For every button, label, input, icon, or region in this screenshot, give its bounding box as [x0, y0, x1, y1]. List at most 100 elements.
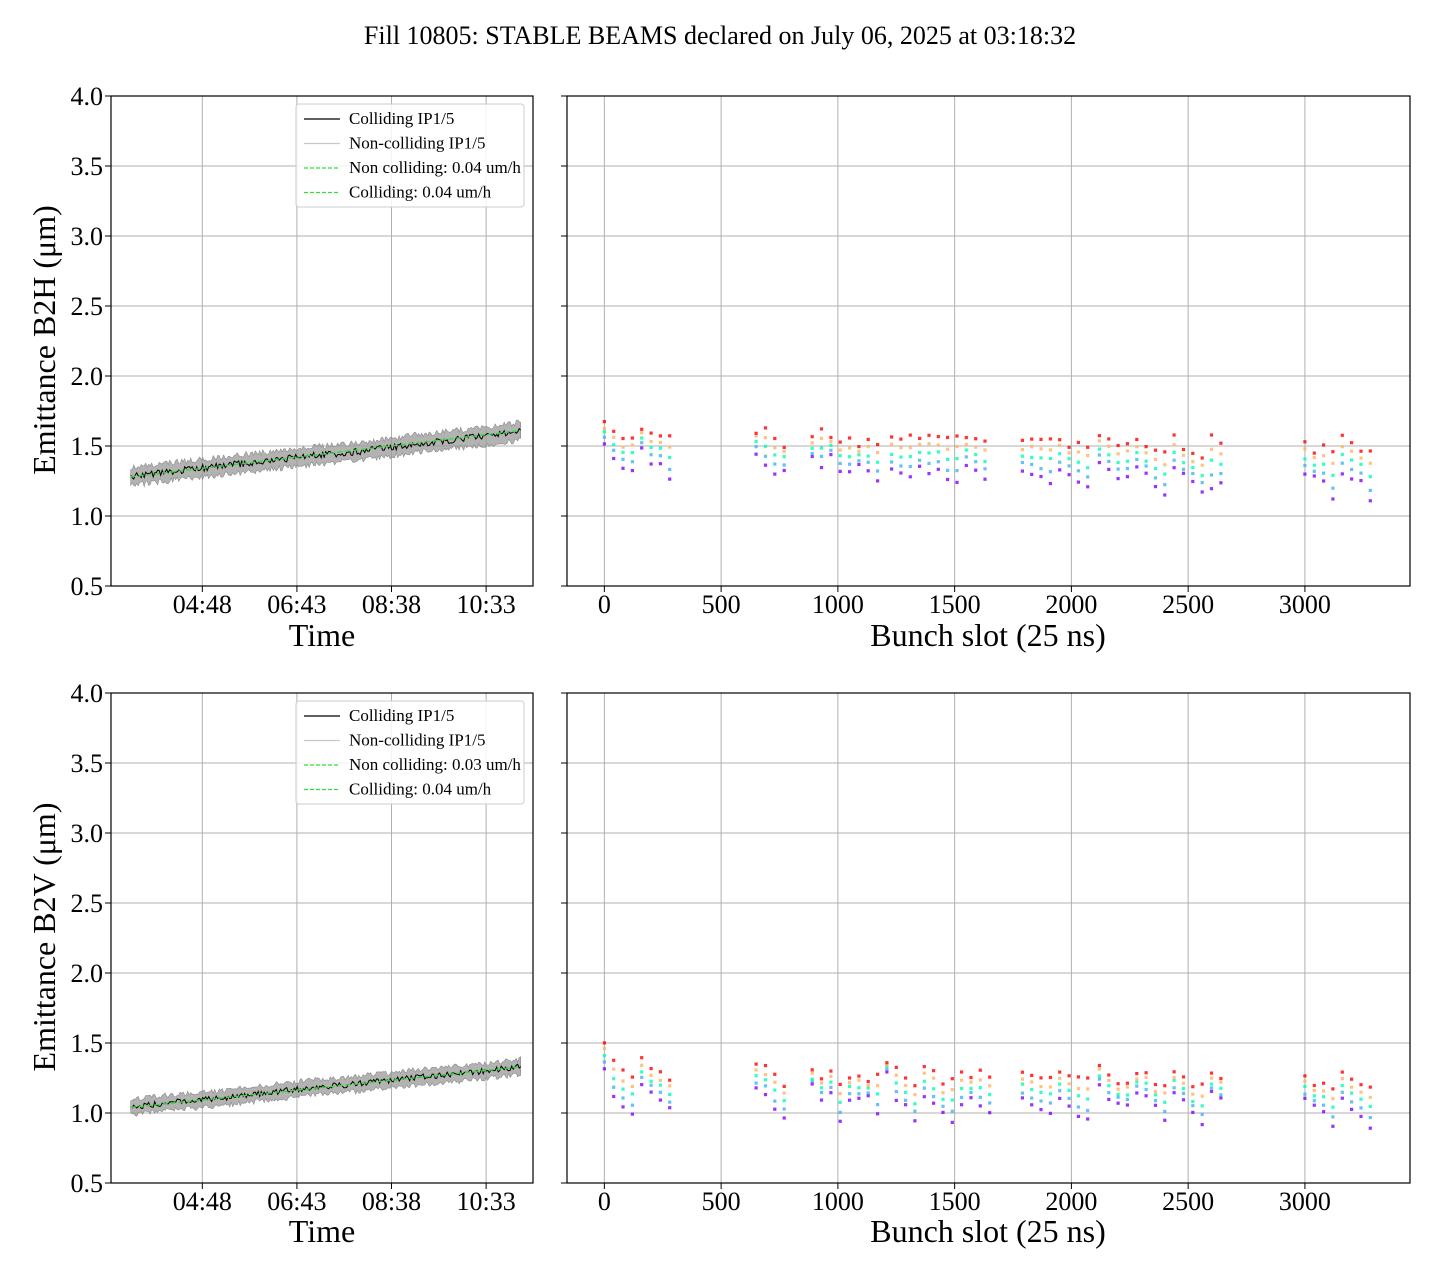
bunch-point — [1368, 461, 1372, 465]
bunch-point — [1153, 448, 1158, 452]
bunch-point — [1020, 1070, 1024, 1074]
bunch-point — [890, 442, 894, 446]
bunch-point — [876, 1103, 880, 1107]
x-tick-label: 1500 — [929, 1187, 981, 1216]
bunch-point — [819, 1098, 824, 1102]
y-tick-label: 0.5 — [71, 1169, 104, 1198]
bunch-point — [876, 451, 880, 455]
bunch-point — [630, 1112, 634, 1116]
bunch-point — [1163, 1091, 1167, 1095]
bunch-point — [1030, 437, 1034, 441]
bunch-point — [602, 1053, 606, 1058]
bunch-point — [1368, 499, 1372, 503]
bunch-point — [612, 443, 616, 447]
bunch-point — [649, 1073, 653, 1077]
bunch-point — [918, 436, 922, 440]
bunch-point — [894, 1081, 898, 1085]
bunch-point — [1331, 450, 1335, 454]
bunch-point — [890, 452, 894, 457]
bunch-point — [894, 1098, 898, 1102]
bunch-point — [960, 1095, 964, 1099]
bunch-point — [1368, 1104, 1372, 1109]
bunch-point — [857, 1086, 861, 1090]
bunch-point — [1181, 1087, 1186, 1091]
bunch-point — [1116, 1082, 1120, 1086]
bunch-point — [1163, 463, 1167, 467]
bunch-point — [983, 467, 987, 471]
plot-area: 0 500 1000 1500 2000 2500 3000 — [561, 692, 1410, 1216]
bunch-point — [1359, 479, 1363, 483]
bunch-point — [946, 435, 950, 440]
bunch-point — [1086, 445, 1090, 449]
y-tick-label: 3.0 — [71, 222, 104, 251]
bunch-point — [612, 435, 616, 439]
bunch-point — [1097, 1067, 1101, 1071]
bunch-point — [941, 1110, 945, 1114]
bunch-point — [941, 1091, 945, 1095]
fit-line — [130, 429, 521, 478]
bunch-point — [1191, 1092, 1195, 1096]
bunch-point — [1030, 1088, 1034, 1092]
bunch-point — [838, 440, 842, 444]
panel-top-right: Bunch slot (25 ns) 0 500 1000 1500 2000 2500 3… — [561, 95, 1411, 653]
bunch-point — [866, 1094, 870, 1098]
bunch-point — [1144, 445, 1148, 449]
bunch-point — [1097, 439, 1101, 443]
bunch-point — [1350, 1085, 1354, 1089]
bunch-point — [1322, 1110, 1326, 1114]
bunch-point — [1312, 456, 1316, 460]
bunch-point — [1350, 458, 1354, 462]
bunch-point — [932, 1069, 936, 1073]
bunch-point — [782, 468, 786, 473]
bunch-point — [649, 1079, 653, 1083]
bunch-point — [1163, 450, 1167, 454]
legend-label: Non colliding: 0.04 um/h — [349, 158, 521, 177]
bunch-point — [773, 436, 777, 441]
bunch-point — [1340, 1090, 1344, 1094]
bunch-point — [763, 454, 768, 458]
bunch-point — [773, 1099, 777, 1103]
bunch-point — [1058, 443, 1062, 447]
bunch-point — [1209, 1082, 1214, 1086]
bunch-point — [1153, 1089, 1158, 1094]
bunch-point — [1058, 460, 1062, 464]
bunch-point — [630, 1103, 634, 1107]
bunch-point — [974, 460, 978, 464]
bunch-point — [612, 1077, 616, 1081]
bunch-point — [950, 1077, 954, 1081]
bunch-point — [866, 445, 870, 449]
bunch-point — [1135, 445, 1139, 449]
bunch-point — [1181, 1098, 1186, 1102]
x-tick-label: 0 — [598, 590, 611, 619]
fit-line — [130, 1066, 521, 1109]
bunch-point — [1172, 1086, 1176, 1090]
bunch-point — [612, 429, 616, 433]
bunch-point — [1116, 1095, 1120, 1099]
bunch-point — [1368, 1085, 1372, 1089]
bunch-point — [1020, 1096, 1024, 1100]
bunch-point — [819, 427, 824, 431]
bunch-point — [1135, 457, 1139, 462]
bunch-point — [838, 1100, 842, 1104]
legend-label: Colliding: 0.04 um/h — [349, 183, 492, 202]
bunch-point — [630, 436, 634, 440]
x-tick-label: 04:48 — [173, 590, 232, 619]
bunch-point — [890, 467, 894, 471]
bunch-point — [848, 1092, 852, 1096]
bunch-point — [1153, 1099, 1158, 1103]
bunch-point — [890, 460, 894, 464]
bunch-point — [668, 467, 672, 471]
bunch-point — [894, 1073, 898, 1077]
bunch-point — [1181, 1091, 1186, 1095]
bunch-point — [1030, 1080, 1034, 1084]
bunch-point — [829, 1091, 833, 1095]
bunch-point — [1076, 480, 1080, 484]
bunch-point — [1200, 1082, 1204, 1086]
bunch-point — [1340, 433, 1344, 437]
x-tick-label: 1500 — [929, 590, 981, 619]
bunch-point — [960, 1070, 964, 1074]
bunch-point — [621, 1087, 625, 1091]
x-tick-label: 500 — [702, 590, 741, 619]
bunch-point — [848, 1098, 852, 1102]
bunch-point — [1331, 486, 1335, 490]
